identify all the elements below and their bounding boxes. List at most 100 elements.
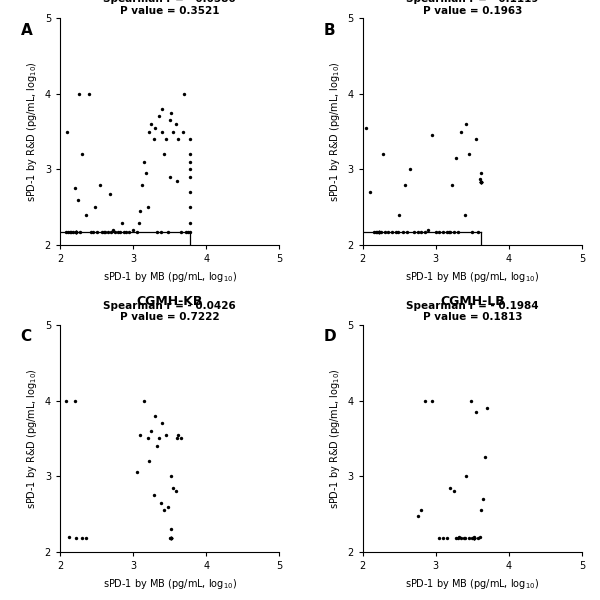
Point: [71, 227, 81, 236]
Point: [469, 533, 479, 543]
Point: [457, 533, 466, 543]
Point: [424, 225, 433, 235]
Point: [64, 532, 74, 542]
Point: [142, 169, 151, 178]
Point: [451, 154, 461, 163]
Point: [402, 227, 412, 236]
Point: [185, 157, 195, 167]
Point: [71, 227, 81, 236]
Point: [449, 487, 459, 496]
Point: [469, 533, 479, 543]
Y-axis label: sPD-1 by R&D (pg/mL, log$_{10}$): sPD-1 by R&D (pg/mL, log$_{10}$): [328, 61, 342, 202]
Point: [469, 533, 479, 543]
Point: [393, 227, 403, 236]
Point: [461, 472, 471, 481]
Point: [74, 89, 84, 98]
Point: [71, 227, 81, 236]
Point: [373, 227, 382, 236]
Point: [108, 225, 118, 235]
Point: [464, 149, 473, 159]
Point: [374, 227, 383, 236]
Point: [165, 172, 175, 182]
Point: [181, 227, 191, 236]
Point: [158, 104, 167, 113]
X-axis label: sPD-1 by MB (pg/mL, log$_{10}$): sPD-1 by MB (pg/mL, log$_{10}$): [406, 577, 539, 590]
Point: [146, 119, 156, 129]
Point: [469, 533, 479, 543]
Point: [400, 180, 410, 190]
Point: [136, 430, 145, 439]
Point: [166, 533, 176, 543]
Point: [413, 227, 422, 236]
Point: [171, 119, 181, 129]
Point: [471, 407, 481, 416]
Point: [374, 227, 383, 236]
Point: [476, 177, 486, 187]
Point: [406, 164, 415, 174]
Point: [185, 164, 195, 174]
Point: [70, 396, 79, 406]
Point: [99, 227, 109, 236]
Point: [185, 218, 195, 227]
Point: [183, 227, 193, 236]
Point: [166, 472, 176, 481]
Point: [77, 533, 87, 543]
Point: [473, 227, 483, 236]
Point: [475, 532, 484, 542]
Point: [73, 195, 83, 205]
Point: [71, 227, 81, 236]
Text: C: C: [20, 329, 32, 344]
Point: [166, 533, 176, 543]
Point: [185, 134, 195, 144]
Point: [416, 506, 426, 515]
Point: [469, 533, 479, 543]
Point: [451, 533, 461, 543]
Point: [475, 174, 484, 184]
Point: [476, 177, 486, 187]
Point: [92, 227, 101, 236]
Point: [106, 227, 116, 236]
Text: Spearman r = - 0.1984
P value = 0.1813: Spearman r = - 0.1984 P value = 0.1813: [406, 301, 539, 322]
Point: [172, 176, 182, 185]
Point: [150, 123, 160, 133]
Point: [71, 227, 81, 236]
Point: [166, 533, 176, 543]
Point: [158, 127, 167, 136]
Point: [398, 227, 407, 236]
Point: [149, 134, 158, 144]
Point: [476, 177, 486, 187]
Point: [481, 452, 490, 462]
Point: [132, 227, 142, 236]
Point: [76, 227, 85, 236]
X-axis label: sPD-1 by MB (pg/mL, log$_{10}$): sPD-1 by MB (pg/mL, log$_{10}$): [103, 577, 236, 590]
Point: [464, 533, 473, 543]
Point: [461, 119, 471, 129]
Point: [476, 177, 486, 187]
Point: [134, 218, 144, 227]
Point: [71, 227, 81, 236]
Point: [165, 533, 175, 543]
Point: [380, 227, 389, 236]
Point: [165, 115, 175, 125]
Point: [427, 131, 437, 140]
Point: [476, 506, 486, 515]
Point: [77, 149, 87, 159]
Point: [81, 210, 91, 220]
Y-axis label: sPD-1 by R&D (pg/mL, log$_{10}$): sPD-1 by R&D (pg/mL, log$_{10}$): [25, 61, 39, 202]
Point: [467, 533, 477, 543]
Point: [178, 127, 188, 136]
Point: [383, 227, 393, 236]
Point: [469, 533, 479, 543]
Point: [371, 227, 380, 236]
Point: [409, 227, 419, 236]
Point: [369, 227, 379, 236]
Point: [163, 227, 173, 236]
Title: CGMH-KB: CGMH-KB: [136, 295, 203, 308]
Point: [374, 227, 383, 236]
Point: [166, 533, 176, 543]
Point: [128, 225, 138, 235]
Point: [185, 227, 195, 236]
Point: [413, 511, 422, 520]
Point: [379, 149, 388, 159]
X-axis label: sPD-1 by MB (pg/mL, log$_{10}$): sPD-1 by MB (pg/mL, log$_{10}$): [103, 270, 236, 284]
